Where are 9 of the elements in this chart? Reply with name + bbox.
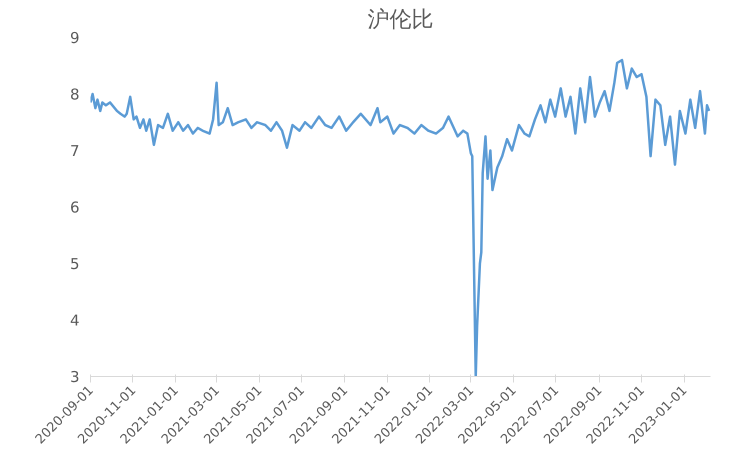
chart-title: 沪伦比 <box>368 8 434 32</box>
y-tick-label: 4 <box>70 312 80 330</box>
y-tick-label: 9 <box>70 29 80 47</box>
y-tick-label: 5 <box>70 255 80 273</box>
y-tick-label: 8 <box>70 86 80 104</box>
y-tick-label: 6 <box>70 198 80 216</box>
y-tick-label: 7 <box>70 142 80 160</box>
line-series <box>90 58 710 376</box>
y-tick-label: 3 <box>70 368 80 386</box>
